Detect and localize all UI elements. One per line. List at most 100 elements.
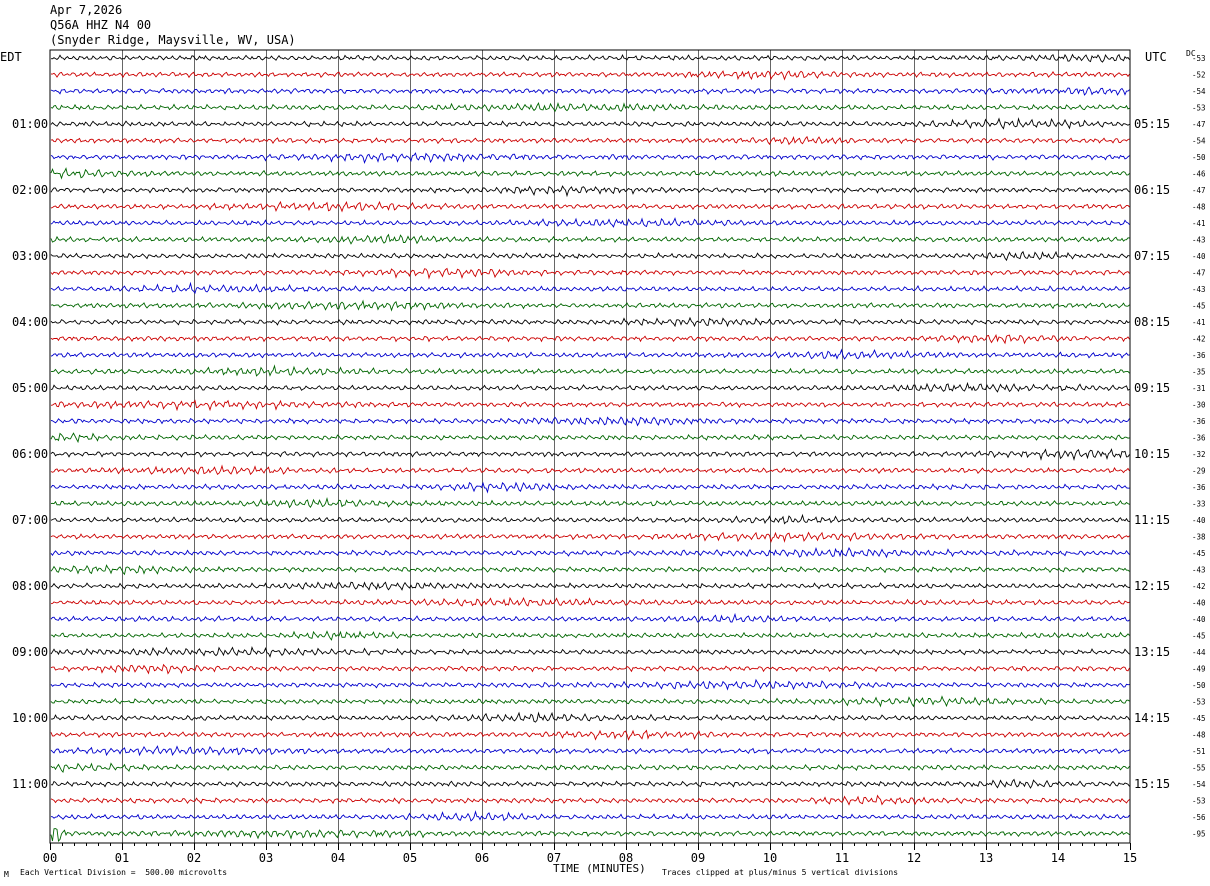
right-hour-label: 15:15: [1134, 777, 1170, 791]
trace-line: [50, 596, 1130, 607]
trace-line: [50, 513, 1130, 525]
right-axis-label: UTC: [1145, 50, 1167, 64]
dc-offset-label: -56: [1192, 813, 1206, 822]
trace-line: [50, 762, 1130, 774]
dc-offset-label: -53: [1192, 797, 1206, 806]
left-hour-label: 01:00: [12, 117, 48, 131]
right-hour-label: 12:15: [1134, 579, 1170, 593]
trace-line: [50, 86, 1130, 96]
dc-offset-label: -41: [1192, 219, 1206, 228]
dc-offset-label: -53: [1192, 104, 1206, 113]
axis-labels: 00 01 02 03 04 05 06 07 08 09 10 11 12 13 14 15 EDT UTC DC…: [0, 49, 1206, 865]
trace-line: [50, 102, 1130, 113]
trace-line: [50, 678, 1130, 691]
dc-offset-label: -50: [1192, 153, 1206, 162]
dc-offset-label: -38: [1192, 533, 1206, 542]
dc-offset-label: -51: [1192, 747, 1206, 756]
trace-line: [50, 281, 1130, 294]
trace-line: [50, 581, 1130, 591]
left-hour-label: 02:00: [12, 183, 48, 197]
scale-note: Each Vertical Division = 500.00 microvol…: [20, 868, 228, 877]
right-hour-label: 10:15: [1134, 447, 1170, 461]
dc-offset-label: -95: [1192, 830, 1206, 839]
dc-offset-label: -45: [1192, 714, 1206, 723]
x-axis-title: TIME (MINUTES): [553, 862, 646, 875]
x-tick-label: 05: [403, 851, 417, 865]
trace-line: [50, 546, 1130, 559]
x-tick-label: 14: [1051, 851, 1065, 865]
left-hour-label: 03:00: [12, 249, 48, 263]
trace-line: [50, 745, 1130, 757]
dc-offset-label: -53: [1192, 54, 1206, 63]
left-hour-label: 05:00: [12, 381, 48, 395]
x-tick-label: 10: [763, 851, 777, 865]
trace-line: [50, 464, 1130, 476]
right-hour-label: 09:15: [1134, 381, 1170, 395]
dc-offset-label: -40: [1192, 252, 1206, 261]
trace-line: [50, 135, 1130, 146]
trace-line: [50, 828, 1130, 843]
dc-offset-label: -48: [1192, 731, 1206, 740]
plot-grid: [49, 49, 1131, 850]
dc-offset-label: -40: [1192, 516, 1206, 525]
clip-note: Traces clipped at plus/minus 5 vertical …: [662, 868, 899, 877]
trace-line: [50, 448, 1130, 462]
dc-offset-label: -41: [1192, 318, 1206, 327]
trace-line: [50, 645, 1130, 658]
trace-line: [50, 810, 1130, 822]
left-hour-label: 08:00: [12, 579, 48, 593]
dc-offset-label: -45: [1192, 302, 1206, 311]
dc-offset-label: -29: [1192, 467, 1206, 476]
station-location: (Snyder Ridge, Maysville, WV, USA): [50, 33, 296, 47]
trace-group: [50, 53, 1130, 843]
right-hour-label: 13:15: [1134, 645, 1170, 659]
trace-line: [50, 432, 1130, 444]
dc-offset-label: -47: [1192, 120, 1206, 129]
trace-line: [50, 70, 1130, 81]
trace-line: [50, 381, 1130, 393]
dc-offset-label: -40: [1192, 615, 1206, 624]
dc-offset-label: -40: [1192, 599, 1206, 608]
left-hour-label: 11:00: [12, 777, 48, 791]
right-hour-label: 06:15: [1134, 183, 1170, 197]
x-tick-label: 03: [259, 851, 273, 865]
dc-offset-label: -42: [1192, 335, 1206, 344]
x-tick-label: 11: [835, 851, 849, 865]
right-hour-label: 11:15: [1134, 513, 1170, 527]
right-hour-label: 08:15: [1134, 315, 1170, 329]
dc-offset-label: -36: [1192, 483, 1206, 492]
trace-line: [50, 200, 1130, 213]
dc-offset-label: -43: [1192, 566, 1206, 575]
left-hour-label: 04:00: [12, 315, 48, 329]
x-tick-label: 02: [187, 851, 201, 865]
trace-line: [50, 334, 1130, 345]
plot-date: Apr 7,2026: [50, 3, 123, 17]
dc-offset-label: -35: [1192, 368, 1206, 377]
left-hour-label: 06:00: [12, 447, 48, 461]
trace-line: [50, 794, 1130, 806]
trace-line: [50, 564, 1130, 576]
trace-line: [50, 531, 1130, 544]
dc-offset-label: -31: [1192, 384, 1206, 393]
trace-line: [50, 316, 1130, 328]
dc-offset-label: -49: [1192, 665, 1206, 674]
trace-line: [50, 496, 1130, 509]
dc-offset-label: -52: [1192, 71, 1206, 80]
dc-offset-label: -48: [1192, 203, 1206, 212]
dc-offset-label: -30: [1192, 401, 1206, 410]
trace-line: [50, 117, 1130, 130]
trace-line: [50, 250, 1130, 262]
plot-frame: [49, 49, 1131, 844]
right-hour-label: 05:15: [1134, 117, 1170, 131]
x-tick-label: 13: [979, 851, 993, 865]
trace-line: [50, 695, 1130, 708]
trace-line: [50, 416, 1130, 427]
trace-line: [50, 267, 1130, 280]
dc-offset-label: -54: [1192, 87, 1206, 96]
dc-offset-label: -43: [1192, 236, 1206, 245]
trace-line: [50, 663, 1130, 675]
x-tick-label: 07: [547, 851, 561, 865]
x-tick-label: 04: [331, 851, 345, 865]
dc-offset-label: -54: [1192, 780, 1206, 789]
